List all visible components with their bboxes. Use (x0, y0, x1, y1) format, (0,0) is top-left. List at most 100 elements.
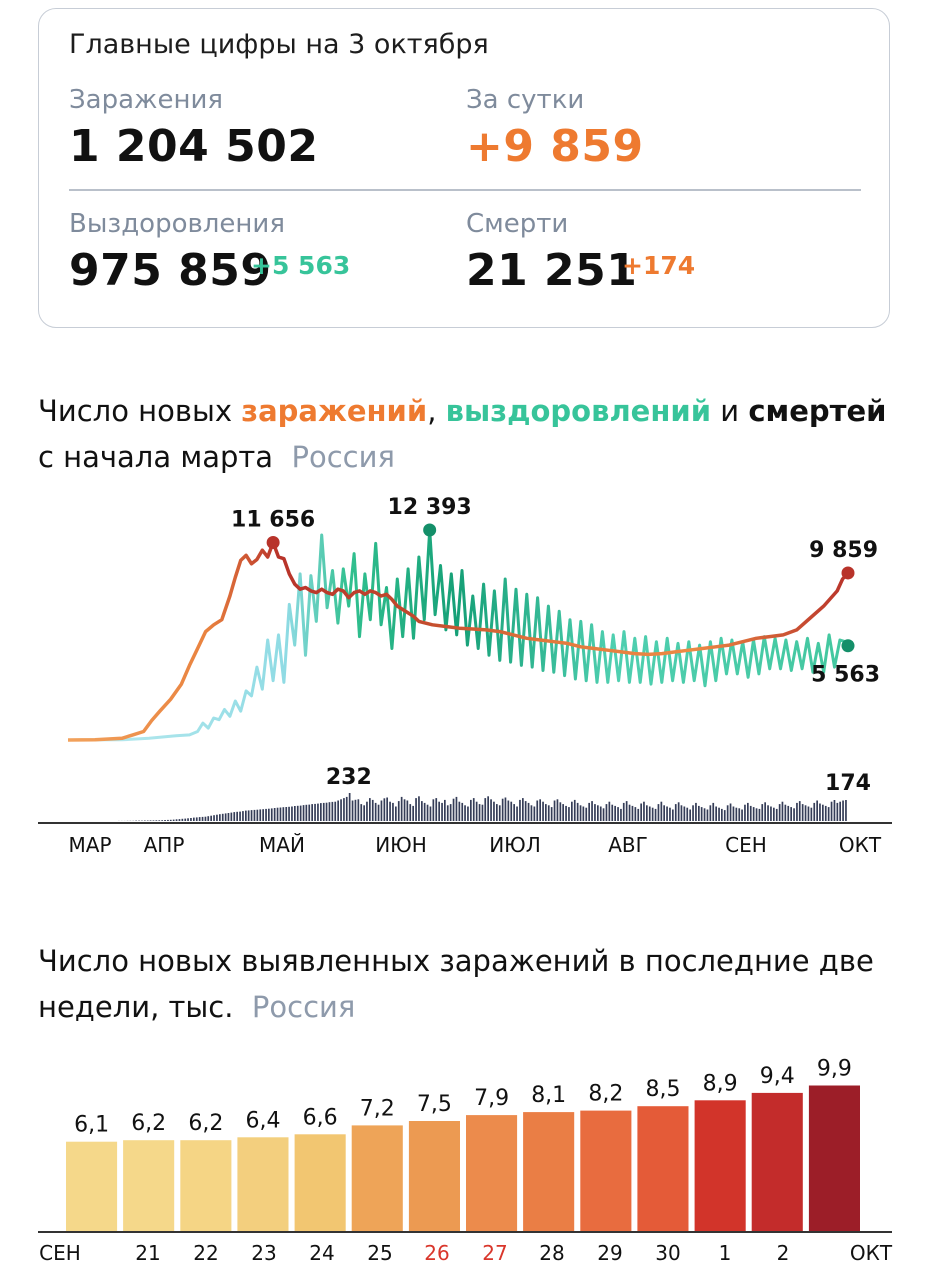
deaths-bar (660, 801, 663, 821)
deaths-bar (715, 806, 717, 821)
deaths-bar (195, 817, 198, 821)
recoveries-peak-marker (423, 523, 437, 537)
deaths-bar (755, 808, 758, 821)
deaths-bar (389, 801, 391, 821)
bar-value-label: 8,9 (703, 1071, 738, 1096)
deaths-bar (262, 809, 264, 821)
deaths-bar (744, 804, 746, 821)
deaths-bars (118, 793, 847, 821)
deaths-bar (602, 808, 605, 821)
card-divider (69, 189, 861, 191)
chart1-heading: Число новых заражений, выздоровлений и с… (38, 388, 918, 480)
bar (580, 1110, 632, 1232)
deaths-bar (178, 819, 181, 821)
bar (180, 1140, 232, 1232)
deaths-bar (441, 802, 443, 821)
deaths-bar (513, 804, 515, 821)
deaths-label: Смерти (466, 209, 569, 239)
deaths-bar (403, 799, 406, 821)
deaths-bar (804, 805, 807, 821)
deaths-bar (444, 799, 446, 821)
category-tick-label: 1 (719, 1241, 732, 1265)
bar-value-label: 7,2 (360, 1096, 395, 1121)
deaths-bar (449, 804, 452, 821)
deaths-bar (761, 804, 764, 821)
deaths-bar (625, 801, 628, 821)
deaths-bar (718, 807, 720, 821)
deaths-bar (383, 798, 386, 821)
category-tick-label: 26 (424, 1241, 449, 1265)
deaths-bar (611, 804, 614, 821)
deaths-bar (706, 809, 709, 821)
deaths-bar (418, 796, 420, 821)
deaths-bar (328, 802, 331, 821)
deaths-bar (374, 802, 377, 821)
deaths-bar (801, 804, 804, 821)
month-tick-label: СЕН (725, 833, 767, 857)
deaths-bar (268, 808, 270, 821)
deaths-bar (836, 802, 839, 821)
deaths-bar (522, 798, 524, 821)
deaths-bar (467, 806, 469, 821)
deaths-bar (337, 800, 339, 821)
deaths-bar (816, 800, 818, 821)
deaths-bar (207, 816, 210, 821)
chart2-heading-line2: недели, тыс. Россия (38, 984, 918, 1030)
deaths-bar (582, 806, 585, 821)
deaths-bar (317, 803, 319, 821)
deaths-bar (276, 807, 279, 821)
deaths-bar (651, 807, 654, 821)
bar (351, 1125, 403, 1232)
deaths-bar (594, 804, 596, 821)
deaths-bar (562, 804, 564, 821)
bar-value-label: 9,9 (817, 1057, 852, 1082)
deaths-bar (144, 820, 146, 821)
deaths-bar (198, 817, 201, 821)
bar-value-label: 6,2 (188, 1111, 223, 1136)
bar-value-label: 8,1 (531, 1083, 566, 1108)
deaths-bar (392, 802, 394, 821)
deaths-bar (395, 806, 397, 821)
deaths-bar (308, 804, 311, 821)
deaths-bar (712, 802, 715, 821)
deaths-bar (360, 804, 363, 821)
deaths-bar (787, 805, 790, 821)
deaths-delta: +174 (622, 251, 696, 280)
deaths-peak-label: 232 (326, 765, 372, 790)
deaths-bar (703, 808, 706, 821)
deaths-bar (446, 805, 449, 821)
deaths-bar (155, 820, 158, 821)
deaths-bar (475, 801, 478, 821)
deaths-bar (216, 814, 218, 821)
deaths-bar (579, 805, 582, 821)
deaths-bar (227, 813, 230, 821)
deaths-bar (282, 807, 285, 821)
deaths-bar (146, 820, 149, 821)
deaths-bar (573, 799, 576, 821)
infections-last-marker (841, 566, 855, 580)
deaths-bar (637, 808, 640, 821)
deaths-bar (294, 806, 296, 821)
deaths-bar (628, 804, 631, 821)
deaths-bar (164, 820, 166, 821)
deaths-bar (784, 804, 787, 821)
deaths-bar (230, 812, 233, 821)
deaths-bar (490, 799, 492, 821)
deaths-bar (839, 801, 841, 821)
bar (466, 1115, 518, 1232)
deaths-bar (741, 809, 743, 821)
deaths-bar (221, 813, 224, 821)
category-tick-label: 22 (193, 1241, 218, 1265)
deaths-bar (793, 808, 795, 821)
bar-value-label: 7,5 (417, 1092, 452, 1117)
deaths-bar (798, 801, 801, 821)
deaths-bar (291, 806, 293, 821)
bar (751, 1092, 803, 1232)
deaths-bar (550, 807, 553, 821)
deaths-bar (614, 805, 616, 821)
deaths-bar (556, 799, 559, 821)
deaths-bar (193, 817, 195, 821)
deaths-bar (504, 797, 507, 821)
deaths-bar (149, 820, 152, 821)
deaths-bar (501, 798, 504, 821)
